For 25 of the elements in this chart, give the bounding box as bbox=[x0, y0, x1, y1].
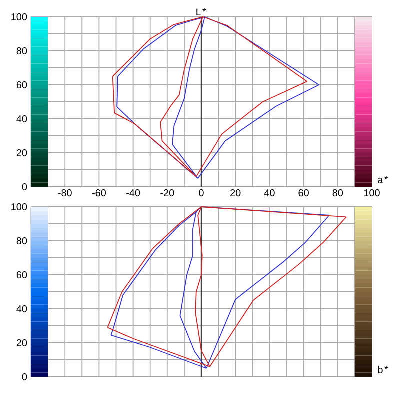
x-tick-label: 40 bbox=[264, 190, 275, 197]
y-tick-label: 100 bbox=[12, 13, 28, 21]
y-tick-label: 40 bbox=[16, 115, 28, 123]
x-tick-label: 60 bbox=[298, 190, 309, 197]
y-axis-title: L* bbox=[196, 8, 206, 16]
x-tick-label: 100 bbox=[364, 190, 380, 197]
y-tick-label: 20 bbox=[16, 149, 28, 157]
y-tick-label: 0 bbox=[22, 183, 28, 191]
y-tick-label: 40 bbox=[16, 305, 28, 313]
y-tick-label: 60 bbox=[16, 271, 28, 279]
x-axis-title: a* bbox=[378, 176, 388, 184]
x-tick-label: -40 bbox=[126, 190, 140, 197]
y-tick-label: 0 bbox=[22, 373, 28, 381]
y-tick-label: 60 bbox=[16, 81, 28, 89]
x-tick-label: -80 bbox=[58, 190, 72, 197]
y-tick-label: 80 bbox=[16, 237, 28, 245]
x-tick-label: 80 bbox=[332, 190, 344, 197]
x-tick-label: -60 bbox=[92, 190, 106, 197]
x-axis-title: b* bbox=[378, 366, 388, 374]
x-tick-label: 20 bbox=[230, 190, 241, 197]
y-tick-label: 20 bbox=[16, 339, 28, 347]
x-tick-label: -20 bbox=[160, 190, 174, 197]
x-tick-label: 0 bbox=[199, 190, 204, 197]
y-tick-label: 80 bbox=[16, 47, 28, 55]
y-tick-label: 100 bbox=[12, 203, 28, 211]
